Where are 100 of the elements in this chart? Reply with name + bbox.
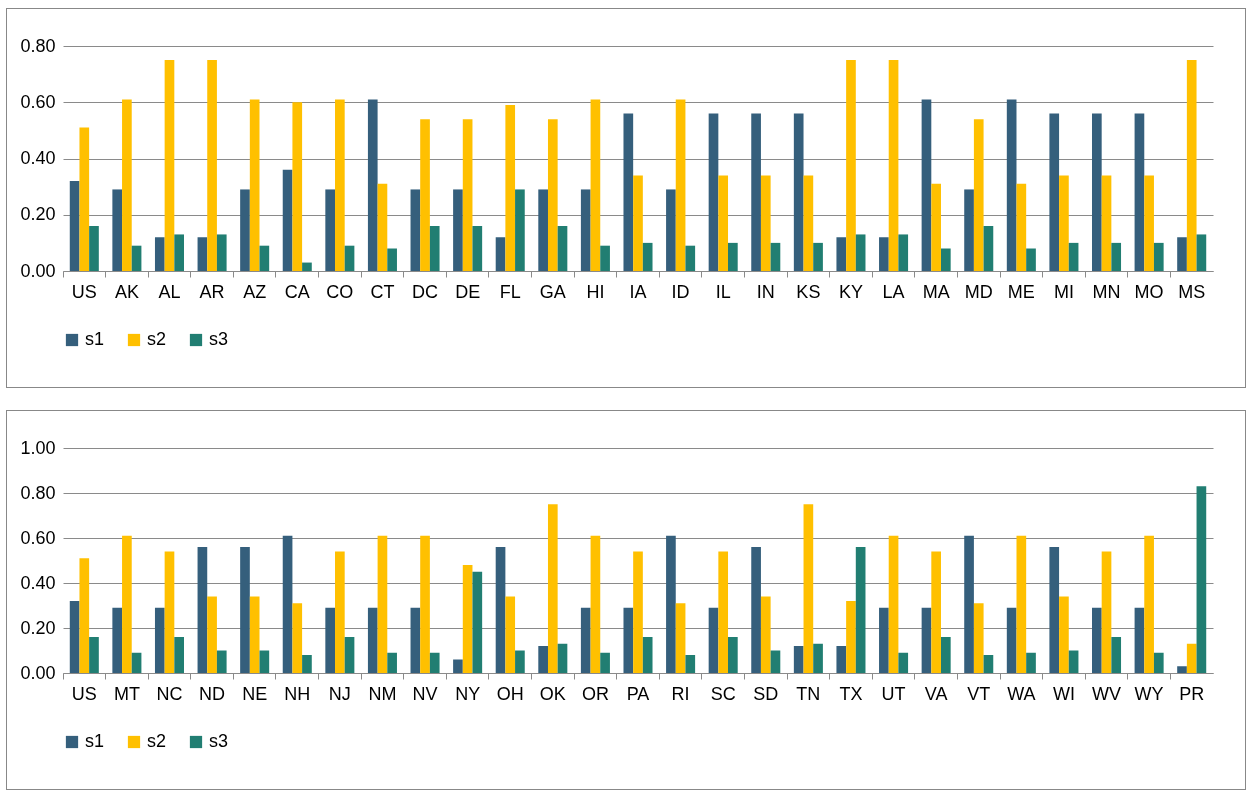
bar bbox=[1186, 60, 1197, 271]
x-tick-label: NH bbox=[284, 683, 311, 704]
bar bbox=[813, 242, 823, 271]
x-tick-label: MN bbox=[1092, 281, 1121, 302]
bar bbox=[675, 99, 686, 271]
x-tick-label: KY bbox=[838, 281, 863, 302]
bar bbox=[538, 646, 548, 673]
bar bbox=[164, 551, 175, 673]
bar bbox=[367, 607, 378, 673]
x-tick-label: MD bbox=[964, 281, 993, 302]
bar bbox=[718, 551, 729, 673]
bar bbox=[888, 60, 899, 271]
bar bbox=[580, 189, 591, 271]
bar bbox=[1068, 650, 1079, 673]
x-tick-label: NC bbox=[156, 683, 183, 704]
bar bbox=[846, 60, 856, 271]
bar bbox=[1016, 535, 1027, 673]
bar bbox=[259, 650, 270, 673]
x-tick-label: GA bbox=[539, 281, 566, 302]
bar bbox=[633, 551, 643, 673]
bar bbox=[1049, 547, 1060, 673]
x-tick-label: CO bbox=[326, 281, 354, 302]
x-tick-label: FL bbox=[499, 281, 521, 302]
x-tick-label: SD bbox=[753, 683, 779, 704]
bar bbox=[89, 226, 99, 271]
x-tick-label: ME bbox=[1007, 281, 1035, 302]
bar bbox=[344, 245, 355, 271]
legend-label: s3 bbox=[209, 731, 229, 751]
bar bbox=[751, 113, 761, 271]
bar bbox=[335, 99, 345, 271]
bar bbox=[131, 652, 142, 673]
bar bbox=[855, 547, 866, 673]
bar bbox=[410, 189, 421, 271]
x-tick-label: WV bbox=[1092, 683, 1122, 704]
bar bbox=[708, 113, 719, 271]
bar bbox=[377, 535, 388, 673]
x-tick-label: MI bbox=[1053, 281, 1074, 302]
bar bbox=[836, 237, 847, 271]
x-tick-label: PR bbox=[1179, 683, 1205, 704]
bar bbox=[590, 535, 601, 673]
bar bbox=[453, 189, 463, 271]
bar bbox=[197, 237, 208, 271]
bar bbox=[1049, 113, 1060, 271]
bar bbox=[207, 596, 217, 673]
bar bbox=[770, 650, 781, 673]
bar bbox=[505, 596, 516, 673]
x-tick-label: SC bbox=[710, 683, 736, 704]
bar bbox=[79, 558, 90, 673]
y-tick-label: 0.40 bbox=[20, 572, 56, 593]
x-tick-label: VA bbox=[924, 683, 948, 704]
bar bbox=[983, 655, 994, 673]
bar bbox=[122, 99, 132, 271]
bar bbox=[505, 105, 516, 271]
bar bbox=[760, 175, 771, 271]
bar bbox=[793, 113, 804, 271]
x-tick-label: NE bbox=[242, 683, 268, 704]
x-tick-label: MO bbox=[1134, 281, 1164, 302]
y-tick-label: 0.60 bbox=[20, 91, 56, 112]
bar bbox=[642, 242, 653, 271]
bar bbox=[174, 234, 184, 271]
bar bbox=[666, 535, 676, 673]
bar bbox=[79, 127, 90, 271]
bar bbox=[292, 603, 303, 673]
bar bbox=[462, 119, 473, 271]
y-tick-label: 0.80 bbox=[20, 35, 56, 56]
bar bbox=[154, 237, 165, 271]
bar bbox=[69, 601, 80, 673]
bar bbox=[728, 637, 738, 673]
bar bbox=[410, 607, 421, 673]
x-tick-label: CT bbox=[370, 281, 395, 302]
bar bbox=[1134, 607, 1145, 673]
bar bbox=[898, 234, 909, 271]
bar bbox=[1134, 113, 1145, 271]
bar bbox=[921, 99, 932, 271]
bar bbox=[207, 60, 217, 271]
bar bbox=[793, 646, 804, 673]
bar bbox=[921, 607, 932, 673]
bar bbox=[515, 650, 525, 673]
bar bbox=[420, 119, 430, 271]
bar bbox=[751, 547, 761, 673]
y-tick-label: 0.60 bbox=[20, 527, 56, 548]
x-tick-label: MS bbox=[1178, 281, 1206, 302]
bar bbox=[846, 601, 856, 673]
x-tick-label: TX bbox=[839, 683, 863, 704]
bar bbox=[1196, 234, 1207, 271]
bar bbox=[931, 551, 941, 673]
x-tick-label: AZ bbox=[243, 281, 267, 302]
bar bbox=[377, 183, 388, 271]
bar bbox=[964, 535, 974, 673]
y-tick-label: 0.00 bbox=[20, 260, 56, 281]
bar bbox=[547, 119, 558, 271]
x-tick-label: ND bbox=[199, 683, 226, 704]
bar bbox=[1111, 242, 1122, 271]
bar bbox=[1026, 248, 1036, 271]
bar bbox=[495, 547, 506, 673]
x-tick-label: NY bbox=[455, 683, 481, 704]
bar bbox=[898, 652, 909, 673]
x-tick-label: AK bbox=[114, 281, 139, 302]
x-tick-label: NV bbox=[412, 683, 438, 704]
bar bbox=[420, 535, 430, 673]
